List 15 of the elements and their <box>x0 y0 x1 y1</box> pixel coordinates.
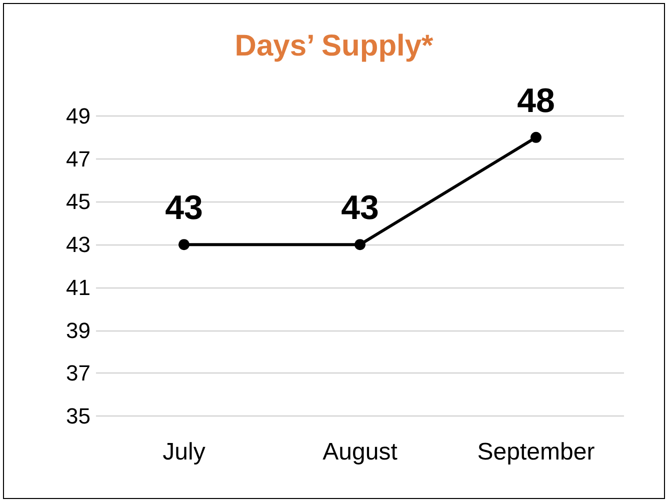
x-tick-label: September <box>477 438 595 466</box>
y-tick-label: 35 <box>66 404 90 428</box>
y-tick-label: 37 <box>66 360 90 386</box>
x-tick-label: August <box>322 438 398 466</box>
data-label: 43 <box>341 189 379 228</box>
y-tick-label: 47 <box>66 146 90 172</box>
y-tick-label: 43 <box>66 232 90 258</box>
y-tick-label: 45 <box>66 189 90 214</box>
data-label: 43 <box>165 189 203 228</box>
y-tick-label: 41 <box>66 274 90 300</box>
chart-title: Days’ Supply* <box>234 30 434 62</box>
x-tick-label: July <box>162 438 206 466</box>
y-tick-label: 49 <box>66 104 90 128</box>
data-label: 48 <box>517 82 555 120</box>
y-tick-label: 39 <box>66 318 90 343</box>
